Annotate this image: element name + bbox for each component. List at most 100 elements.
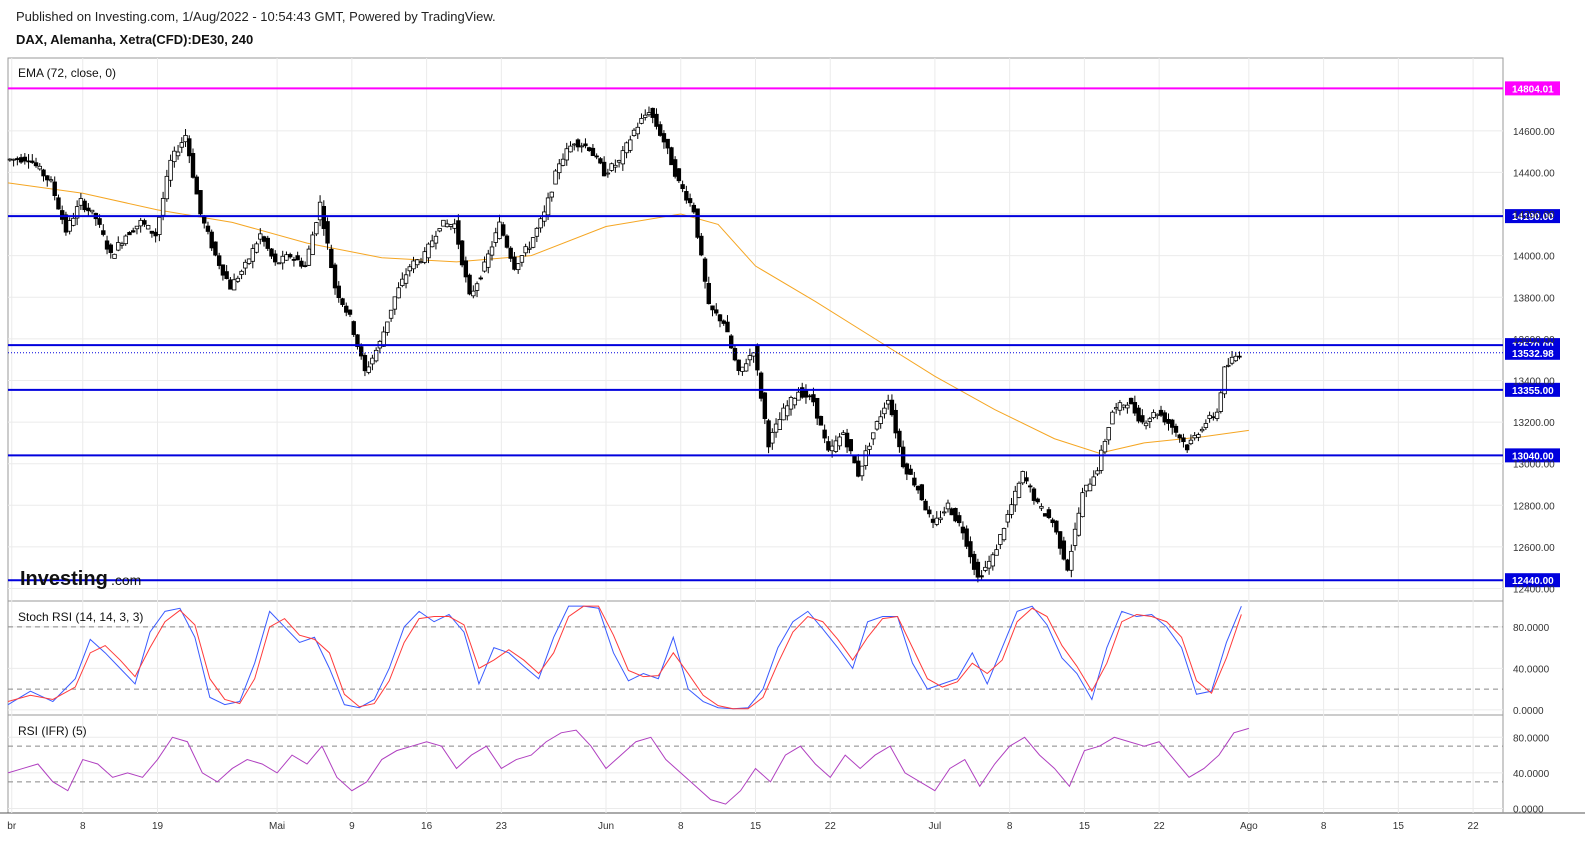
candle [519, 254, 525, 267]
candle [1184, 443, 1190, 453]
ema-indicator-label[interactable]: EMA (72, close, 0) [18, 66, 116, 80]
candle [1091, 470, 1096, 486]
candle-body [1009, 504, 1014, 515]
candle-body [202, 216, 207, 224]
candle-body [310, 234, 315, 256]
candle-body [732, 348, 738, 361]
candle [986, 555, 992, 575]
candle-body [239, 270, 244, 275]
candle-body [127, 232, 132, 236]
candle-body [609, 163, 614, 171]
candle-body [104, 240, 110, 250]
candle [1076, 507, 1081, 537]
candle-body [635, 126, 640, 135]
candle [456, 214, 461, 250]
candle [549, 191, 555, 202]
candle-body [897, 430, 902, 448]
candle [299, 257, 304, 269]
candle-body [1087, 483, 1093, 492]
candle [601, 156, 607, 177]
candle-body [1211, 416, 1216, 419]
candle [336, 281, 341, 303]
candle [1113, 402, 1119, 414]
candle [661, 130, 667, 149]
candle [904, 462, 910, 481]
candle [86, 203, 91, 217]
candle [459, 239, 465, 268]
candle-body [601, 161, 607, 177]
candle [179, 137, 184, 153]
candle-body [956, 515, 962, 524]
candle-body [893, 409, 898, 434]
candle [1211, 412, 1216, 421]
candle-body [63, 214, 69, 233]
candle-body [560, 158, 566, 166]
candle [112, 253, 117, 259]
candle-body [448, 224, 454, 227]
candle-body [702, 258, 708, 282]
candle-body [306, 248, 312, 266]
candle-body [564, 148, 569, 161]
candle-body [650, 107, 655, 118]
candle-body [456, 220, 461, 245]
candle [729, 334, 734, 349]
candle-body [1173, 425, 1179, 433]
candle [631, 128, 637, 137]
candle [1005, 509, 1010, 528]
candle-body [960, 526, 966, 534]
candle-body [478, 277, 483, 280]
candle [669, 146, 674, 166]
candle-body [530, 237, 536, 248]
candle [332, 262, 338, 295]
candle-body [743, 363, 749, 372]
candle-body [579, 145, 584, 148]
candle [1121, 404, 1126, 411]
x-tick-label: Mai [269, 821, 285, 832]
candle [175, 144, 181, 160]
candle [874, 420, 880, 431]
stoch-indicator-label[interactable]: Stoch RSI (14, 14, 3, 3) [18, 610, 143, 624]
candle-body [848, 439, 854, 452]
candle [942, 506, 947, 517]
candle [396, 282, 401, 299]
candle [235, 275, 241, 284]
level-badge [1505, 209, 1560, 224]
candle [953, 507, 958, 523]
candle [172, 146, 177, 168]
candle-body [695, 208, 700, 238]
candle [564, 142, 569, 166]
candle [624, 141, 629, 159]
candle-body [852, 455, 857, 464]
candle [1162, 410, 1167, 426]
candle-body [1226, 364, 1231, 367]
candle [1072, 522, 1078, 551]
candle-body [30, 160, 35, 163]
candle-body [194, 176, 199, 195]
candle [444, 219, 450, 228]
candle [867, 442, 872, 456]
candle-body [766, 420, 771, 448]
candle [310, 231, 315, 256]
candle-body [1199, 428, 1205, 432]
candle-body [983, 566, 988, 571]
x-tick-label: Jun [598, 821, 614, 832]
candle [538, 216, 543, 233]
candle [1140, 409, 1145, 425]
candle-body [889, 399, 895, 416]
candle [198, 190, 203, 217]
x-tick-label: 8 [1321, 821, 1327, 832]
candle-body [235, 277, 241, 282]
candle-body [572, 143, 577, 146]
candle [448, 223, 454, 231]
candle-body [519, 255, 525, 263]
candle-body [198, 190, 203, 215]
candle-body [437, 228, 442, 232]
candle-body [1162, 412, 1167, 423]
candle [187, 135, 192, 164]
candle [646, 106, 652, 117]
candle [478, 275, 483, 281]
rsi-indicator-label[interactable]: RSI (IFR) (5) [18, 724, 87, 738]
candle-body [168, 159, 173, 181]
candle-body [1031, 488, 1037, 501]
